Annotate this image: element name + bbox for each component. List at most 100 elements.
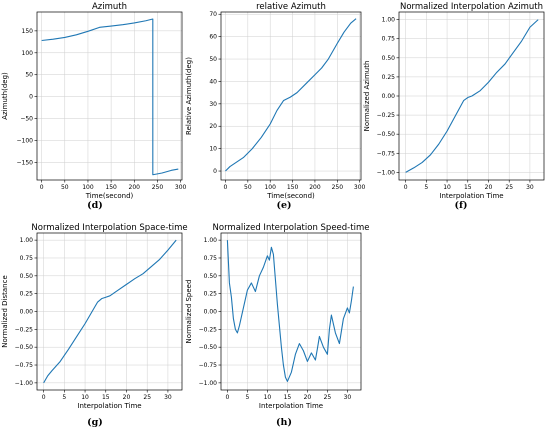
plot-frame — [36, 11, 183, 181]
x-tick-label: 200 — [309, 184, 321, 191]
x-tick-label: 300 — [175, 184, 187, 191]
chart-panel-0: 0 50 100 150 200 250 300 −150 −100 −50 0 50 100 150 Az… — [1, 2, 187, 211]
x-tick-label: 10 — [264, 394, 272, 401]
x-tick-label: 250 — [332, 184, 344, 191]
y-tick-label: 60 — [209, 34, 217, 41]
x-tick-label: 250 — [152, 184, 164, 191]
x-tick-label: 200 — [129, 184, 141, 191]
y-tick-label: −1.00 — [15, 380, 34, 387]
x-axis-label: Time(second) — [266, 192, 315, 200]
y-tick-label: 0.25 — [204, 291, 218, 298]
x-tick-label: 100 — [82, 184, 94, 191]
series-line — [405, 19, 539, 173]
chart-panel-2: 0 5 10 15 20 25 30 −1.00 −0.75 −0.50 −0.25 0.00 0.25… — [363, 2, 545, 211]
chart-title: Normalized Interpolation Speed-time — [213, 223, 370, 233]
x-axis-label: Interpolation Time — [259, 402, 323, 410]
x-tick-label: 50 — [244, 184, 252, 191]
y-tick-label: −1.00 — [199, 380, 218, 387]
y-tick-label: 70 — [209, 11, 217, 18]
x-tick-label: 25 — [505, 184, 513, 191]
series-line — [41, 18, 179, 176]
chart-title: Azimuth — [92, 2, 127, 12]
y-tick-label: 0 — [29, 94, 33, 101]
x-tick-label: 30 — [344, 394, 352, 401]
y-tick-label: −0.50 — [15, 344, 34, 351]
x-tick-label: 30 — [164, 394, 172, 401]
x-tick-label: 15 — [284, 394, 292, 401]
y-axis-label: Normalized Azimuth — [363, 61, 371, 132]
y-tick-label: 0.50 — [20, 273, 34, 280]
y-axis-label: Normalized Distance — [1, 275, 9, 348]
x-axis-label: Interpolation Time — [439, 192, 503, 200]
figure-caption: (f) — [454, 200, 467, 211]
y-tick-label: −0.50 — [199, 344, 218, 351]
x-axis-label: Interpolation Time — [77, 402, 141, 410]
y-tick-label: 0.25 — [382, 74, 396, 81]
chart-panel-1: 0 50 100 150 200 250 300 0 10 20 30 40 50 60 70 relativ… — [185, 2, 366, 211]
chart-panel-3: 0 5 10 15 20 25 30 −1.00 −0.75 −0.50 −0.25 0.00 0.25… — [1, 223, 188, 428]
y-tick-label: −1.00 — [377, 169, 396, 176]
x-axis-label: Time(second) — [85, 192, 134, 200]
y-tick-label: −0.75 — [377, 150, 396, 157]
y-tick-label: 50 — [25, 72, 33, 79]
x-tick-label: 0 — [225, 394, 229, 401]
plot-frame — [220, 11, 362, 181]
y-tick-label: 50 — [209, 56, 217, 63]
y-tick-label: −50 — [20, 116, 33, 123]
y-tick-label: 10 — [209, 146, 217, 153]
y-tick-label: −0.25 — [15, 326, 34, 333]
y-tick-label: 0.75 — [20, 255, 34, 262]
x-tick-label: 0 — [42, 394, 46, 401]
y-tick-label: 0.50 — [382, 55, 396, 62]
x-tick-label: 10 — [81, 394, 89, 401]
y-tick-label: 150 — [22, 28, 34, 35]
x-tick-label: 150 — [287, 184, 299, 191]
y-tick-label: −0.50 — [377, 131, 396, 138]
y-tick-label: 100 — [22, 50, 34, 57]
y-tick-label: 0.00 — [382, 93, 396, 100]
y-tick-label: −100 — [17, 138, 34, 145]
y-tick-label: 0.25 — [20, 291, 34, 298]
y-axis-label: Azimuth(deg) — [1, 72, 9, 120]
x-tick-label: 20 — [304, 394, 312, 401]
y-tick-label: 0.50 — [204, 273, 218, 280]
x-tick-label: 0 — [224, 184, 228, 191]
x-tick-label: 5 — [424, 184, 428, 191]
series-line — [43, 239, 177, 384]
figure-caption: (g) — [87, 417, 103, 428]
y-tick-label: −0.75 — [199, 362, 218, 369]
x-tick-label: 5 — [245, 394, 249, 401]
figure-caption: (d) — [87, 200, 103, 211]
x-tick-label: 30 — [526, 184, 534, 191]
x-tick-label: 10 — [443, 184, 451, 191]
chart-panel-4: 0 5 10 15 20 25 30 −1.00 −0.75 −0.50 −0.25 0.00 0.25… — [185, 223, 369, 428]
y-tick-label: 30 — [209, 101, 217, 108]
x-tick-label: 100 — [264, 184, 276, 191]
x-tick-label: 20 — [485, 184, 493, 191]
x-tick-label: 25 — [143, 394, 151, 401]
y-tick-label: 40 — [209, 78, 217, 85]
y-tick-label: 20 — [209, 123, 217, 130]
y-tick-label: −0.25 — [377, 112, 396, 119]
x-tick-label: 50 — [61, 184, 69, 191]
x-tick-label: 0 — [40, 184, 44, 191]
y-tick-label: 1.00 — [204, 237, 218, 244]
y-tick-label: 0.75 — [382, 36, 396, 43]
chart-title: relative Azimuth — [256, 2, 326, 12]
x-tick-label: 0 — [404, 184, 408, 191]
x-tick-label: 25 — [324, 394, 332, 401]
chart-title: Normalized Interpolation Azimuth — [400, 2, 543, 12]
y-tick-label: 1.00 — [382, 17, 396, 24]
figure-caption: (h) — [276, 417, 292, 428]
y-tick-label: −0.25 — [199, 326, 218, 333]
y-tick-label: −0.75 — [15, 362, 34, 369]
figure-caption: (e) — [276, 200, 291, 211]
series-line — [226, 240, 354, 382]
y-tick-label: −150 — [17, 159, 34, 166]
y-tick-label: 0 — [213, 168, 217, 175]
x-tick-label: 5 — [62, 394, 66, 401]
y-tick-label: 0.75 — [204, 255, 218, 262]
x-tick-label: 15 — [464, 184, 472, 191]
x-tick-label: 300 — [354, 184, 366, 191]
